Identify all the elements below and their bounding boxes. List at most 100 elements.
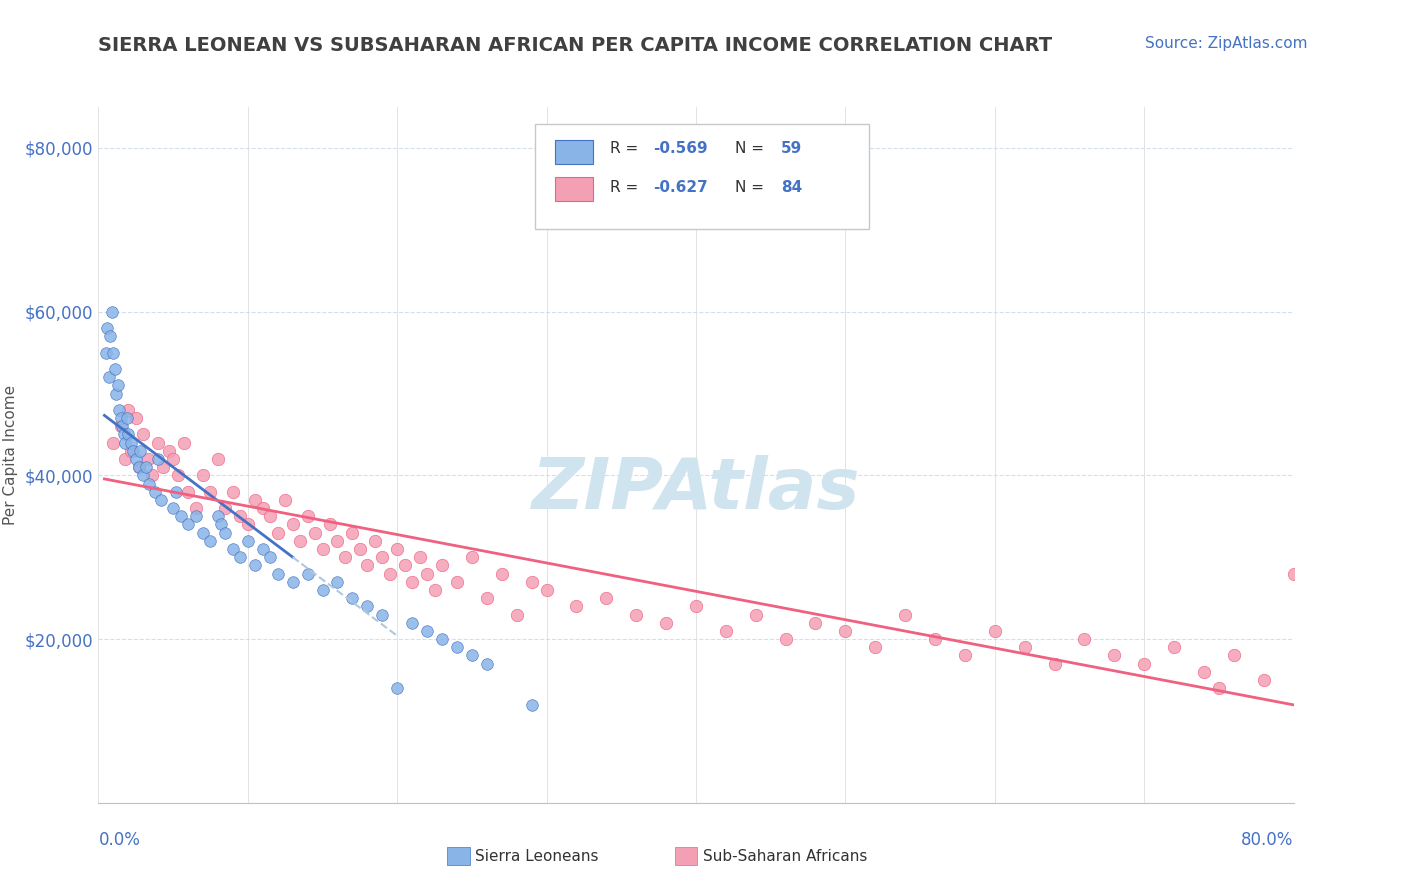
Point xyxy=(281,574,304,589)
Point xyxy=(157,443,180,458)
Point xyxy=(177,484,200,499)
Point xyxy=(894,607,917,622)
Point xyxy=(865,640,887,655)
Text: 59: 59 xyxy=(780,141,801,156)
Point xyxy=(1043,657,1066,671)
FancyBboxPatch shape xyxy=(534,124,869,229)
Point xyxy=(520,698,543,712)
Point xyxy=(401,615,423,630)
Point xyxy=(364,533,387,548)
Point xyxy=(267,525,290,540)
Point xyxy=(416,566,439,581)
Point xyxy=(209,517,232,532)
Point xyxy=(267,566,290,581)
Point xyxy=(1163,640,1185,655)
Point xyxy=(475,591,498,606)
Point xyxy=(685,599,707,614)
Point xyxy=(252,501,274,516)
Point xyxy=(416,624,439,638)
Point xyxy=(236,517,259,532)
Point xyxy=(110,419,132,434)
Bar xyxy=(555,178,593,201)
Point xyxy=(162,501,184,516)
Point xyxy=(114,435,136,450)
Point xyxy=(1104,648,1126,663)
Point xyxy=(184,509,207,524)
Text: ZIPAtlas: ZIPAtlas xyxy=(531,455,860,524)
Point xyxy=(401,574,423,589)
Point xyxy=(394,558,416,573)
Point xyxy=(132,468,155,483)
Point xyxy=(565,599,588,614)
Point xyxy=(162,452,184,467)
Point xyxy=(506,607,529,622)
Y-axis label: Per Capita Income: Per Capita Income xyxy=(3,384,18,525)
Point xyxy=(128,460,150,475)
Point xyxy=(333,550,356,565)
Point xyxy=(136,452,159,467)
Point xyxy=(1282,566,1305,581)
Point xyxy=(461,550,484,565)
Text: -0.569: -0.569 xyxy=(652,141,707,156)
Point xyxy=(117,427,139,442)
Point xyxy=(200,533,222,548)
Point xyxy=(173,435,195,450)
Point xyxy=(148,452,170,467)
Point xyxy=(924,632,946,646)
Point xyxy=(281,517,304,532)
Bar xyxy=(555,140,593,164)
Point xyxy=(775,632,797,646)
Point xyxy=(152,460,174,475)
Point xyxy=(252,542,274,557)
Point xyxy=(1192,665,1215,679)
Point xyxy=(1223,648,1246,663)
Point xyxy=(143,484,166,499)
Point xyxy=(229,550,252,565)
Point xyxy=(423,582,446,597)
Point xyxy=(245,492,267,507)
Point xyxy=(385,542,409,557)
Point xyxy=(385,681,409,696)
Point xyxy=(236,533,259,548)
Point xyxy=(378,566,401,581)
Point xyxy=(1133,657,1156,671)
Point xyxy=(297,566,319,581)
Point xyxy=(97,370,120,384)
Point xyxy=(129,443,152,458)
Point xyxy=(430,632,453,646)
Point xyxy=(304,525,326,540)
Point xyxy=(98,329,122,343)
Point xyxy=(177,517,200,532)
Point xyxy=(121,443,143,458)
Point xyxy=(103,345,125,359)
Point xyxy=(105,386,128,401)
Point xyxy=(626,607,648,622)
Point xyxy=(222,484,245,499)
Point xyxy=(1073,632,1095,646)
Point xyxy=(259,550,281,565)
Point xyxy=(1208,681,1230,696)
Point xyxy=(245,558,267,573)
Point xyxy=(311,582,333,597)
Point xyxy=(94,345,117,359)
Point xyxy=(104,362,127,376)
Point xyxy=(200,484,222,499)
Point xyxy=(138,476,160,491)
Point xyxy=(274,492,297,507)
Point xyxy=(342,525,364,540)
Point xyxy=(408,550,430,565)
Text: 0.0%: 0.0% xyxy=(98,830,141,848)
Point xyxy=(169,509,191,524)
Point xyxy=(520,574,543,589)
Point xyxy=(128,460,150,475)
Point xyxy=(132,427,155,442)
Point xyxy=(259,509,281,524)
Text: Sub-Saharan Africans: Sub-Saharan Africans xyxy=(703,849,868,863)
Point xyxy=(984,624,1007,638)
Point xyxy=(319,517,342,532)
Point xyxy=(371,550,394,565)
Point xyxy=(107,378,129,392)
Text: R =: R = xyxy=(610,141,643,156)
Point xyxy=(165,484,187,499)
Point xyxy=(214,501,236,516)
